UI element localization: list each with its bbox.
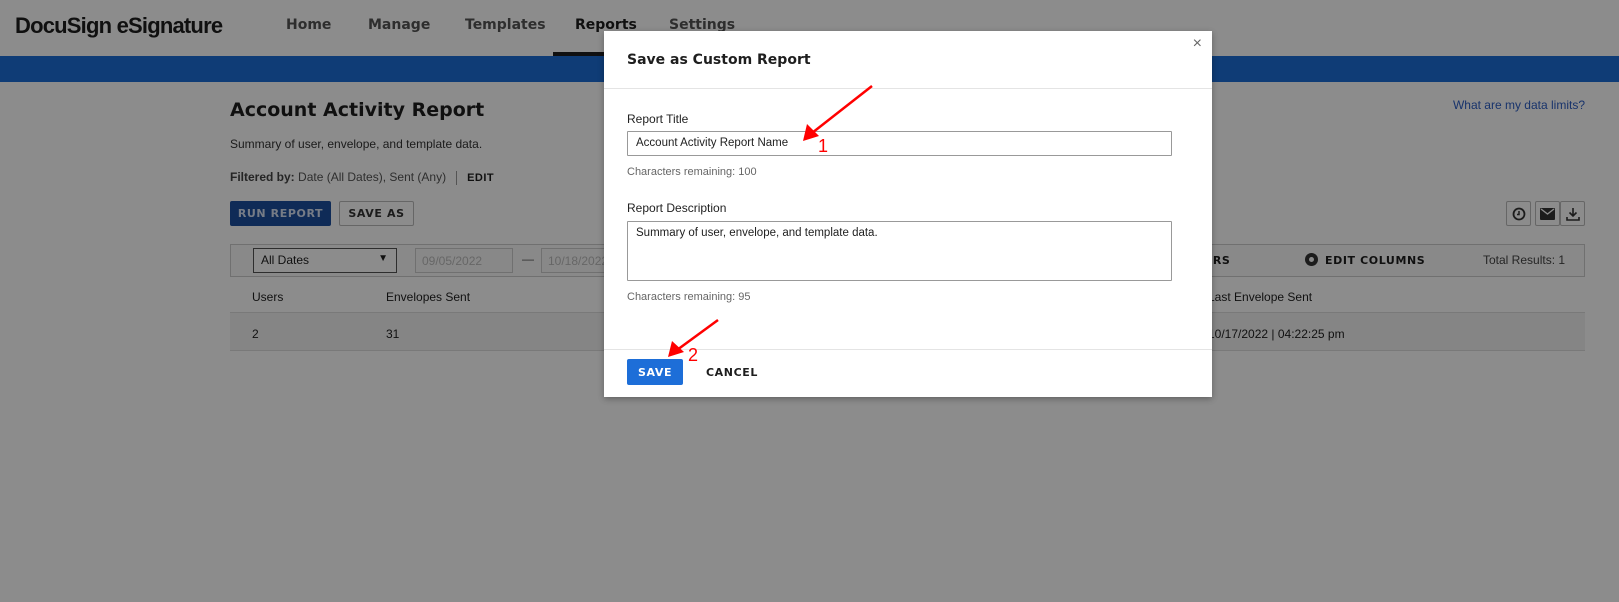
run-report-button[interactable]: RUN REPORT bbox=[230, 201, 331, 226]
save-button[interactable]: SAVE bbox=[627, 359, 683, 385]
docusign-logo[interactable]: DocuSign eSignature bbox=[15, 13, 223, 38]
report-title-input[interactable]: Account Activity Report Name bbox=[627, 131, 1172, 156]
nav-reports[interactable]: Reports bbox=[575, 17, 637, 33]
nav-settings[interactable]: Settings bbox=[669, 17, 736, 33]
filter-value: Date (All Dates), Sent (Any) bbox=[298, 170, 447, 184]
data-limits-link[interactable]: What are my data limits? bbox=[1452, 98, 1585, 112]
date-dash: — bbox=[522, 252, 534, 266]
column-header-users[interactable]: Users bbox=[252, 290, 284, 304]
filter-summary: Filtered by: Date (All Dates), Sent (Any… bbox=[230, 170, 494, 185]
download-button[interactable] bbox=[1560, 201, 1585, 226]
divider bbox=[456, 170, 458, 185]
column-header-last-envelope-sent[interactable]: Last Envelope Sent bbox=[1208, 290, 1313, 304]
email-button[interactable] bbox=[1535, 201, 1560, 226]
nav-templates[interactable]: Templates bbox=[465, 17, 546, 33]
close-icon[interactable]: × bbox=[1192, 35, 1202, 52]
date-range-value: All Dates bbox=[261, 253, 310, 267]
eye-icon bbox=[1305, 253, 1318, 266]
date-range-select[interactable]: All Dates ▼ bbox=[253, 248, 397, 273]
nav-manage[interactable]: Manage bbox=[368, 17, 431, 33]
report-description-textarea[interactable]: Summary of user, envelope, and template … bbox=[627, 221, 1172, 281]
page-description: Summary of user, envelope, and template … bbox=[230, 137, 483, 151]
arrow-2-icon bbox=[668, 318, 719, 357]
nav-home[interactable]: Home bbox=[286, 17, 332, 33]
column-header-envelopes-sent[interactable]: Envelopes Sent bbox=[386, 290, 471, 304]
total-results: Total Results: 1 bbox=[1483, 253, 1566, 267]
cell-last-envelope-sent: 10/17/2022 | 04:22:25 pm bbox=[1208, 327, 1345, 341]
edit-columns-button[interactable]: EDIT COLUMNS bbox=[1325, 254, 1426, 267]
header-divider bbox=[604, 88, 1212, 89]
cell-envelopes-sent: 31 bbox=[386, 327, 400, 341]
active-tab-indicator bbox=[553, 52, 635, 56]
save-custom-report-dialog: Save as Custom Report × Report Title Acc… bbox=[604, 31, 1212, 397]
download-icon bbox=[1565, 207, 1580, 221]
caret-down-icon: ▼ bbox=[378, 253, 388, 264]
edit-filter-link[interactable]: EDIT bbox=[467, 172, 495, 184]
schedule-button[interactable] bbox=[1506, 201, 1531, 226]
save-as-button[interactable]: SAVE AS bbox=[339, 201, 414, 226]
report-description-label: Report Description bbox=[627, 201, 727, 215]
arrow-1-icon bbox=[803, 85, 873, 141]
envelope-icon bbox=[1540, 207, 1555, 220]
annotation-step-2: 2 bbox=[688, 345, 699, 365]
description-characters-remaining: Characters remaining: 95 bbox=[627, 291, 751, 303]
page-title: Account Activity Report bbox=[230, 99, 485, 121]
annotation-step-1: 1 bbox=[818, 136, 829, 156]
cell-users: 2 bbox=[252, 327, 259, 341]
title-characters-remaining: Characters remaining: 100 bbox=[627, 166, 757, 178]
report-title-label: Report Title bbox=[627, 112, 689, 126]
cancel-button[interactable]: CANCEL bbox=[706, 365, 758, 379]
dialog-title: Save as Custom Report bbox=[627, 52, 811, 68]
filter-label: Filtered by: bbox=[230, 170, 295, 184]
start-date-input[interactable]: 09/05/2022 bbox=[415, 248, 513, 273]
footer-divider bbox=[604, 349, 1212, 350]
clock-icon bbox=[1512, 207, 1525, 220]
